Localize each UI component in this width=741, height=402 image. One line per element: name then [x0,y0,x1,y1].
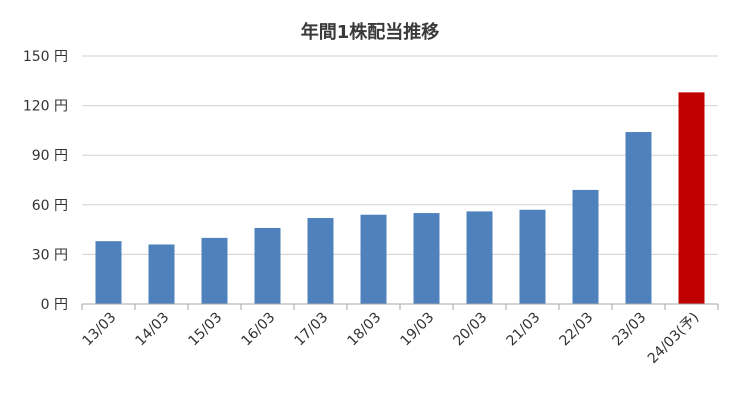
bar [625,132,652,304]
x-tick-label: 15/03 [185,310,225,350]
bar-forecast [678,92,705,304]
x-tick-label: 23/03 [609,310,649,350]
x-tick-label: 20/03 [450,310,490,350]
bar [466,211,493,304]
y-tick-label: 30 円 [32,247,68,263]
bar [519,209,546,304]
y-tick-label: 0 円 [41,297,68,313]
x-tick-label: 19/03 [397,310,437,350]
y-tick-label: 120 円 [23,99,68,115]
x-tick-label: 13/03 [79,310,119,350]
x-tick-label: 24/03(予) [645,310,702,367]
bar [148,244,175,304]
y-tick-label: 150 円 [23,49,68,65]
bars [95,92,705,304]
x-axis-tick-labels: 13/03 14/03 15/03 16/03 17/03 18/03 19/03 20/03… [79,310,702,367]
gridlines [82,55,718,255]
bar [413,213,440,304]
y-tick-label: 60 円 [32,198,68,214]
x-axis [81,303,719,310]
bar [95,241,122,304]
bar [572,189,599,304]
chart-title: 年間1株配当推移 [301,21,440,43]
bar [307,218,334,304]
x-tick-label: 17/03 [291,310,331,350]
bar [201,237,228,304]
bar [360,214,387,304]
bar [254,227,281,304]
x-tick-label: 22/03 [556,310,596,350]
x-tick-label: 21/03 [503,310,543,350]
x-tick-label: 16/03 [238,310,278,350]
x-tick-label: 18/03 [344,310,384,350]
y-tick-label: 90 円 [32,148,68,164]
x-tick-label: 14/03 [132,310,172,350]
y-axis-tick-labels: 0 円 30 円 60 円 90 円 120 円 150 円 [23,49,68,313]
